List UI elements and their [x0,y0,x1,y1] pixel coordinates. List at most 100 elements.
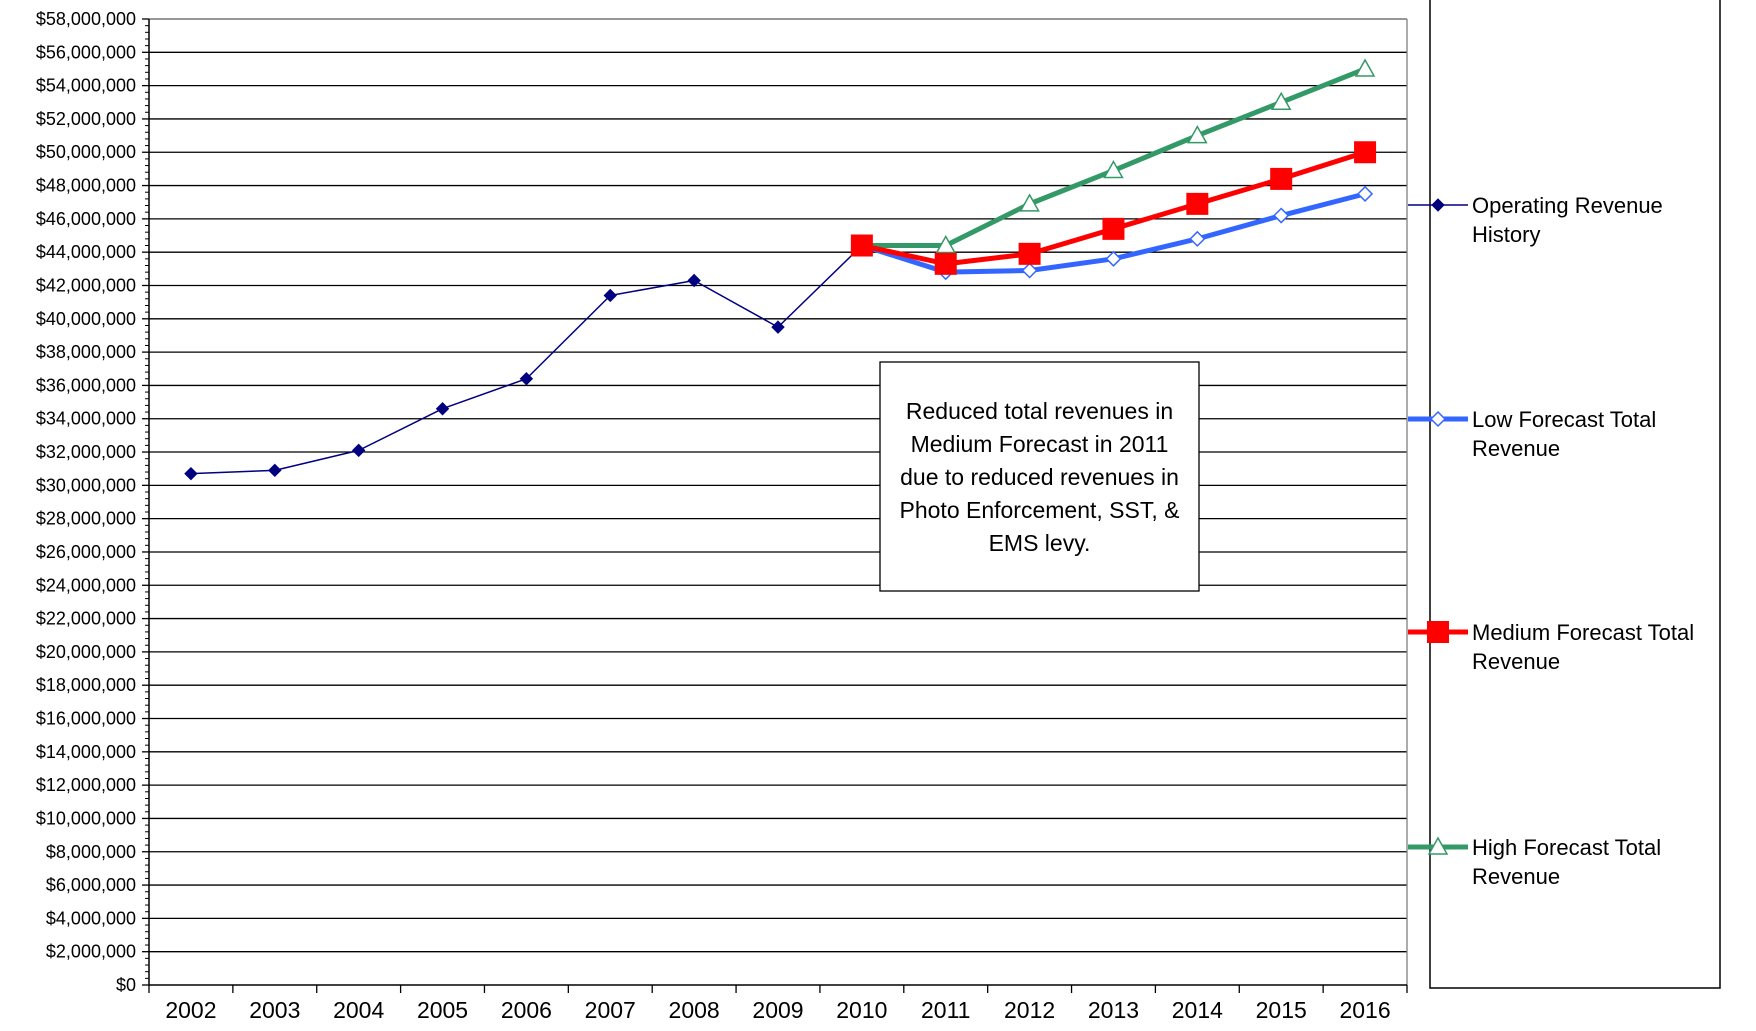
series-line [190,244,863,475]
y-tick-label: $48,000,000 [36,176,136,196]
data-point [519,372,534,386]
legend-label: Revenue [1472,436,1560,461]
y-tick-label: $2,000,000 [46,942,136,962]
y-tick-label: $44,000,000 [36,242,136,262]
data-point [1103,160,1124,179]
x-tick-label: 2015 [1256,997,1307,1023]
data-point [1431,198,1445,212]
legend-box [1429,0,1721,989]
data-point [1270,167,1293,190]
data-point [850,234,873,257]
data-point [1427,621,1449,643]
y-tick-label: $38,000,000 [36,342,136,362]
x-tick-label: 2008 [669,997,720,1023]
x-tick-label: 2002 [165,997,216,1023]
data-point [351,443,366,458]
y-tick-label: $58,000,000 [36,9,136,29]
legend-item: Operating Revenue History [1408,193,1663,247]
axes: $0 $2,000,000 $4,000,000 $6,000,000 $8,000,0… [36,9,1408,1023]
y-tick-label: $4,000,000 [46,908,136,928]
data-point [1187,125,1208,144]
y-tick-label: $0 [116,975,136,995]
data-point [1427,836,1449,855]
legend-label: Medium Forecast Total [1472,620,1694,645]
x-tick-label: 2007 [585,997,636,1023]
legend-item: Medium Forecast Total Revenue [1408,620,1694,674]
data-point [1105,250,1122,267]
x-tick-label: 2016 [1339,997,1390,1023]
data-point [771,320,785,334]
y-tick-label: $8,000,000 [46,842,136,862]
y-tick-label: $12,000,000 [36,775,136,795]
legend-label: Revenue [1472,864,1560,889]
y-tick-label: $18,000,000 [36,675,136,695]
data-point [1273,207,1290,224]
data-point [1270,91,1292,111]
y-tick-label: $32,000,000 [36,442,136,462]
data-point [268,463,282,478]
annotation-text-line: Reduced total revenues in [906,398,1173,424]
data-point [934,252,957,275]
series-high-forecast-total-revenue [851,58,1376,254]
y-tick-label: $46,000,000 [36,209,136,229]
y-tick-label: $56,000,000 [36,42,136,62]
data-point [1189,230,1206,247]
legend-label: Operating Revenue [1472,193,1663,218]
y-tick-label: $20,000,000 [36,642,136,662]
data-point [1429,410,1447,428]
y-tick-label: $10,000,000 [36,808,136,828]
annotation-text-line: Medium Forecast in 2011 [911,431,1169,457]
y-tick-label: $42,000,000 [36,275,136,295]
y-tick-label: $52,000,000 [36,109,136,129]
series-medium-forecast-total-revenue [850,141,1377,275]
legend-item: High Forecast Total Revenue [1408,835,1661,889]
data-point [603,288,617,303]
data-point [1019,193,1040,212]
y-tick-label: $50,000,000 [36,142,136,162]
x-tick-label: 2013 [1088,997,1139,1023]
data-point [435,402,450,416]
y-tick-label: $24,000,000 [36,575,136,595]
data-point [1186,192,1209,215]
annotation-text-line: Photo Enforcement, SST, & [900,497,1180,523]
x-tick-label: 2005 [417,997,468,1023]
y-tick-label: $28,000,000 [36,509,136,529]
data-point [1354,141,1377,164]
x-tick-label: 2006 [501,997,552,1023]
legend-label: History [1472,222,1540,247]
legend-label: Revenue [1472,649,1560,674]
annotation-box [879,361,1200,592]
x-tick-label: 2014 [1172,997,1223,1023]
data-point [1018,242,1041,265]
y-tick-label: $34,000,000 [36,409,136,429]
annotation-text-line: due to reduced revenues in [900,464,1179,490]
data-point [935,234,957,254]
data-point [184,466,198,481]
data-point [1354,58,1376,77]
y-tick-label: $54,000,000 [36,76,136,96]
x-tick-label: 2003 [249,997,300,1023]
annotation-callout: Reduced total revenues in Medium Forecast… [879,361,1200,592]
y-tick-label: $30,000,000 [36,475,136,495]
y-tick-label: $16,000,000 [36,709,136,729]
y-tick-label: $26,000,000 [36,542,136,562]
x-tick-label: 2011 [921,997,970,1023]
data-point [1021,262,1038,279]
legend-label: Low Forecast Total [1472,407,1656,432]
data-point [1357,185,1374,202]
x-tick-label: 2010 [836,997,887,1023]
grid-lines [149,18,1407,953]
data-point [1102,217,1125,240]
legend-label: High Forecast Total [1472,835,1661,860]
y-tick-label: $36,000,000 [36,375,136,395]
series-operating-revenue-history [184,238,869,481]
annotation-text-line: EMS levy. [989,530,1091,556]
y-tick-label: $14,000,000 [36,742,136,762]
data-point [687,273,701,288]
x-tick-label: 2012 [1004,997,1055,1023]
y-tick-label: $22,000,000 [36,609,136,629]
legend-item: Low Forecast Total Revenue [1408,407,1656,461]
y-tick-label: $6,000,000 [46,875,136,895]
